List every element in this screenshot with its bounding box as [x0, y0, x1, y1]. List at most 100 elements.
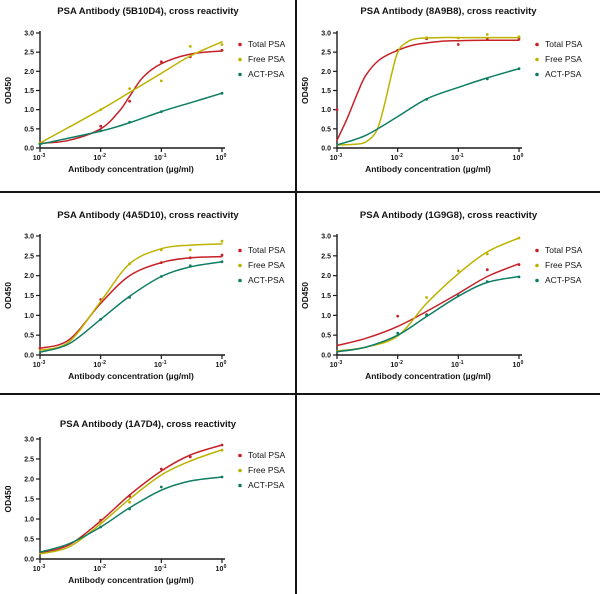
- data-point: [517, 263, 521, 266]
- y-tick-label: 3.0: [24, 31, 34, 38]
- y-axis-label: OD450: [300, 77, 310, 104]
- y-tick-label: 2.0: [24, 477, 34, 484]
- y-tick-label: 0.0: [24, 557, 34, 564]
- data-point: [159, 275, 163, 278]
- data-point: [220, 239, 224, 243]
- x-tick-base: 10: [33, 155, 41, 162]
- x-tick-exponent: -2: [398, 153, 403, 159]
- data-point: [220, 253, 224, 257]
- data-point: [128, 296, 132, 299]
- x-tick-exponent: -1: [162, 564, 167, 570]
- series-curve-act-psa: [39, 476, 223, 553]
- x-tick-base: 10: [330, 155, 338, 162]
- series-points-total-psa: [38, 253, 224, 350]
- y-tick-label: 2.0: [24, 69, 34, 76]
- legend-label: Total PSA: [545, 245, 583, 255]
- data-point: [456, 43, 460, 46]
- x-tick-base: 10: [390, 362, 398, 369]
- y-axis-label: OD450: [3, 485, 13, 512]
- y-tick-label: 2.5: [321, 50, 331, 57]
- chart-title: PSA Antibody (5B10D4), cross reactivity: [57, 6, 239, 17]
- x-tick-exponent: -2: [398, 360, 403, 366]
- data-point: [425, 296, 428, 299]
- data-point: [99, 129, 103, 133]
- chart-svg: PSA Antibody (1G9G8), cross reactivity 0.…: [300, 210, 583, 381]
- data-point: [99, 124, 103, 128]
- y-tick-label: 0.5: [24, 537, 34, 544]
- chart-title: PSA Antibody (1A7D4), cross reactivity: [60, 419, 237, 430]
- x-tick-base: 10: [216, 566, 224, 573]
- x-tick-label: 100: [216, 564, 227, 573]
- series-points-act-psa: [99, 475, 224, 529]
- legend-marker-total-psa: [535, 248, 539, 253]
- legend-marker-act-psa: [238, 278, 242, 283]
- data-point: [485, 33, 489, 36]
- x-tick-label: 10-2: [390, 153, 403, 162]
- x-axis-label: Antibody concentration (µg/ml): [68, 371, 194, 381]
- x-tick-label: 100: [216, 153, 227, 162]
- data-point: [159, 79, 163, 83]
- legend-label: Free PSA: [545, 260, 582, 270]
- chart-panel-8a9b8: PSA Antibody (8A9B8), cross reactivity 0.…: [297, 0, 600, 197]
- x-tick-label: 10-1: [451, 360, 464, 369]
- data-point: [188, 264, 192, 268]
- y-tick-label: 2.0: [321, 273, 331, 280]
- series-points-free-psa: [128, 239, 224, 266]
- data-point: [159, 261, 163, 264]
- series-curve-free-psa: [39, 41, 223, 144]
- legend: Total PSA Free PSA ACT-PSA: [535, 245, 583, 285]
- y-tick-label: 2.5: [24, 253, 34, 260]
- legend-marker-act-psa: [238, 72, 242, 77]
- data-point: [188, 248, 192, 252]
- x-axis-label: Antibody concentration (µg/ml): [68, 164, 194, 174]
- series-curve-act-psa: [336, 67, 520, 146]
- legend-marker-act-psa: [535, 72, 539, 77]
- x-axis-label: Antibody concentration (µg/ml): [365, 164, 491, 174]
- chart-panel-4a5d10: PSA Antibody (4A5D10), cross reactivity 0…: [0, 194, 296, 399]
- series-points-act-psa: [425, 67, 521, 101]
- data-point: [220, 91, 224, 95]
- y-tick-label: 1.0: [24, 517, 34, 524]
- x-tick-label: 10-3: [330, 360, 343, 369]
- x-tick-label: 10-2: [93, 564, 106, 573]
- y-tick-label: 2.0: [24, 273, 34, 280]
- data-point: [335, 108, 339, 112]
- data-point: [128, 120, 132, 124]
- y-tick-label: 2.5: [321, 253, 331, 260]
- data-point: [517, 67, 521, 71]
- x-tick-base: 10: [451, 155, 459, 162]
- x-tick-exponent: -1: [162, 360, 167, 366]
- legend-label: ACT-PSA: [248, 69, 285, 79]
- legend-marker-act-psa: [535, 278, 539, 283]
- legend-marker-free-psa: [238, 263, 242, 268]
- legend-label: ACT-PSA: [248, 480, 285, 490]
- x-tick-label: 100: [216, 360, 227, 369]
- series-curve-act-psa: [336, 275, 520, 353]
- y-tick-label: 1.5: [24, 293, 34, 300]
- y-tick-label: 1.5: [24, 88, 34, 95]
- legend-marker-free-psa: [238, 468, 242, 473]
- grid-divider-vertical: [295, 0, 297, 594]
- x-tick-base: 10: [154, 155, 162, 162]
- data-point: [485, 280, 489, 283]
- data-point: [128, 262, 132, 266]
- x-tick-label: 10-2: [93, 360, 106, 369]
- series-curve-total-psa: [336, 263, 520, 347]
- x-tick-base: 10: [216, 155, 224, 162]
- legend-label: Total PSA: [545, 39, 583, 49]
- data-point: [517, 35, 521, 39]
- data-point: [220, 475, 224, 479]
- data-point: [159, 110, 163, 113]
- data-point: [159, 60, 163, 64]
- x-tick-exponent: -3: [41, 564, 46, 570]
- series-curve-free-psa: [336, 36, 520, 146]
- series-curve-total-psa: [39, 255, 223, 350]
- legend-marker-act-psa: [238, 483, 242, 488]
- y-tick-label: 0.0: [321, 146, 331, 153]
- data-point: [99, 317, 103, 321]
- series-points-total-psa: [99, 443, 224, 522]
- legend-label: Total PSA: [248, 245, 286, 255]
- series-curve-total-psa: [336, 39, 520, 142]
- data-point: [128, 99, 132, 103]
- data-point: [220, 448, 224, 452]
